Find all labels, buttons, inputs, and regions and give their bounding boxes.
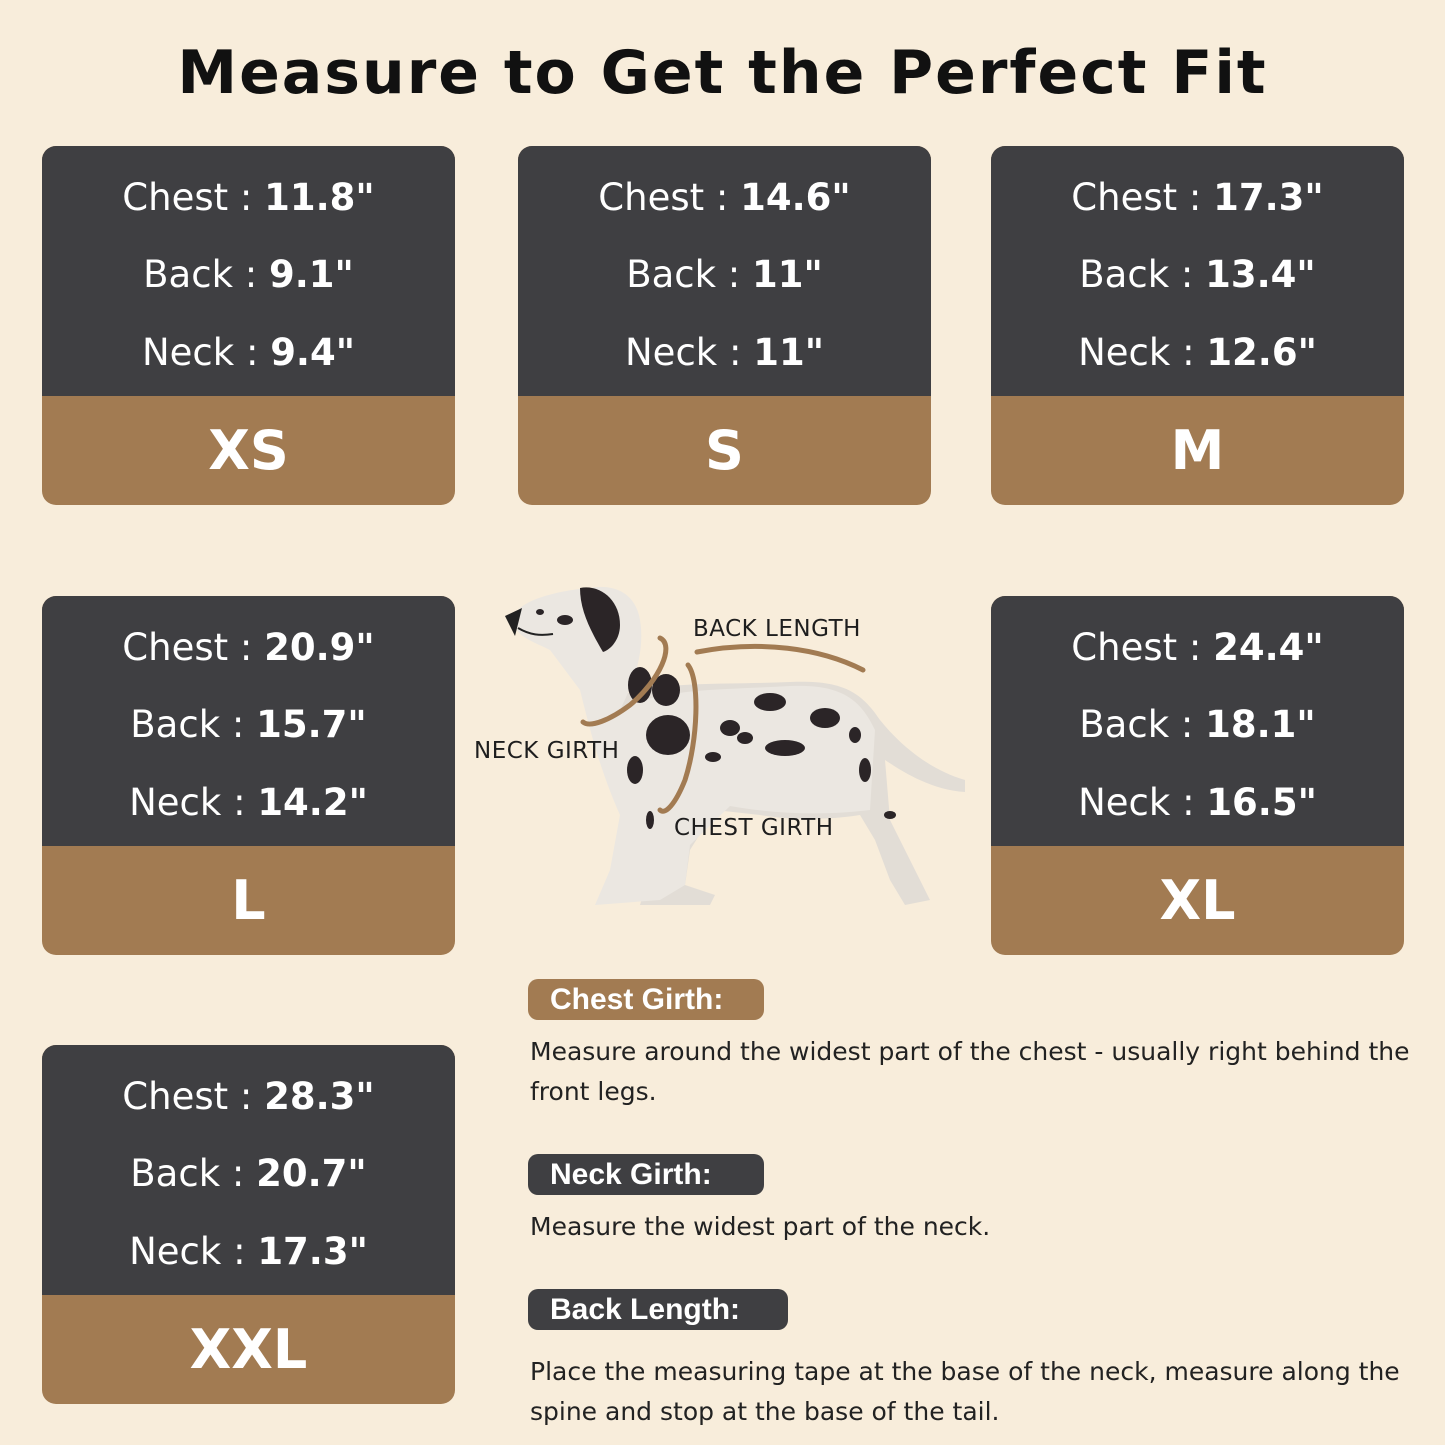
size-label: M bbox=[1170, 419, 1225, 482]
neck-label: Neck : bbox=[1078, 331, 1207, 374]
chest-measurement: Chest : 17.3" bbox=[991, 176, 1404, 219]
neck-label: Neck : bbox=[141, 331, 271, 374]
neck-girth-label: NECK GIRTH bbox=[474, 738, 620, 764]
back-label: Back : bbox=[130, 703, 257, 746]
measurements-panel: Chest : 20.9" Back : 15.7" Neck : 14.2" bbox=[42, 596, 455, 846]
size-card-xxl: Chest : 28.3" Back : 20.7" Neck : 17.3" XX… bbox=[42, 1045, 455, 1404]
size-label: XS bbox=[208, 419, 289, 482]
chest-girth-label: CHEST GIRTH bbox=[674, 815, 834, 841]
size-card-xs: Chest : 11.8" Back : 9.1" Neck : 9.4" XS bbox=[42, 146, 455, 505]
chest-value: 20.9" bbox=[264, 626, 375, 669]
back-length-description: Place the measuring tape at the base of … bbox=[530, 1357, 1400, 1426]
chest-measurement: Chest : 28.3" bbox=[42, 1075, 455, 1118]
size-label: L bbox=[231, 869, 266, 932]
size-card-m: Chest : 17.3" Back : 13.4" Neck : 12.6" M bbox=[991, 146, 1404, 505]
back-label: Back : bbox=[1079, 703, 1206, 746]
neck-label: Neck : bbox=[625, 331, 754, 374]
chest-label: Chest : bbox=[122, 1075, 265, 1118]
back-measurement: Back : 18.1" bbox=[991, 703, 1404, 746]
back-measurement: Back : 15.7" bbox=[42, 703, 455, 746]
back-value: 20.7" bbox=[256, 1152, 367, 1195]
back-measurement: Back : 11" bbox=[518, 253, 931, 296]
size-card-xl: Chest : 24.4" Back : 18.1" Neck : 16.5" XL bbox=[991, 596, 1404, 955]
chest-measurement: Chest : 11.8" bbox=[42, 176, 455, 219]
neck-value: 9.4" bbox=[270, 331, 356, 374]
measurements-panel: Chest : 14.6" Back : 11" Neck : 11" bbox=[518, 146, 931, 396]
back-measurement: Back : 20.7" bbox=[42, 1152, 455, 1195]
neck-label: Neck : bbox=[1078, 781, 1207, 824]
back-measurement: Back : 9.1" bbox=[42, 253, 455, 296]
back-value: 11" bbox=[752, 253, 823, 296]
back-value: 9.1" bbox=[269, 253, 354, 296]
chest-value: 11.8" bbox=[264, 176, 375, 219]
back-measurement: Back : 13.4" bbox=[991, 253, 1404, 296]
neck-measurement: Neck : 17.3" bbox=[42, 1230, 455, 1273]
measurements-panel: Chest : 17.3" Back : 13.4" Neck : 12.6" bbox=[991, 146, 1404, 396]
back-label: Back : bbox=[130, 1152, 257, 1195]
neck-value: 17.3" bbox=[257, 1230, 368, 1273]
neck-value: 14.2" bbox=[257, 781, 368, 824]
neck-value: 11" bbox=[753, 331, 824, 374]
chest-value: 17.3" bbox=[1213, 176, 1324, 219]
neck-measurement: Neck : 11" bbox=[518, 331, 931, 374]
neck-girth-description: Measure the widest part of the neck. bbox=[530, 1212, 991, 1241]
neck-label: Neck : bbox=[129, 781, 258, 824]
size-card-s: Chest : 14.6" Back : 11" Neck : 11" S bbox=[518, 146, 931, 505]
back-value: 18.1" bbox=[1205, 703, 1316, 746]
neck-measurement: Neck : 9.4" bbox=[42, 331, 455, 374]
neck-value: 16.5" bbox=[1206, 781, 1317, 824]
dalmatian-illustration bbox=[505, 586, 965, 905]
neck-measurement: Neck : 16.5" bbox=[991, 781, 1404, 824]
dog-measurement-diagram: BACK LENGTH NECK GIRTH CHEST GIRTH bbox=[460, 570, 990, 930]
measurements-panel: Chest : 28.3" Back : 20.7" Neck : 17.3" bbox=[42, 1045, 455, 1295]
neck-girth-heading: Neck Girth: bbox=[528, 1154, 764, 1195]
neck-measurement: Neck : 14.2" bbox=[42, 781, 455, 824]
chest-girth-description: Measure around the widest part of the ch… bbox=[530, 1037, 1410, 1106]
chest-measurement: Chest : 14.6" bbox=[518, 176, 931, 219]
size-label: S bbox=[705, 419, 744, 482]
neck-value: 12.6" bbox=[1206, 331, 1317, 374]
chest-girth-heading: Chest Girth: bbox=[528, 979, 764, 1020]
back-label: Back : bbox=[626, 253, 753, 296]
size-card-l: Chest : 20.9" Back : 15.7" Neck : 14.2" L bbox=[42, 596, 455, 955]
measurements-panel: Chest : 24.4" Back : 18.1" Neck : 16.5" bbox=[991, 596, 1404, 846]
back-length-label: BACK LENGTH bbox=[693, 616, 861, 642]
size-label: XL bbox=[1159, 869, 1236, 932]
neck-measurement: Neck : 12.6" bbox=[991, 331, 1404, 374]
chest-value: 24.4" bbox=[1213, 626, 1324, 669]
chest-value: 14.6" bbox=[740, 176, 851, 219]
back-label: Back : bbox=[1079, 253, 1206, 296]
back-length-heading: Back Length: bbox=[528, 1289, 788, 1330]
chest-measurement: Chest : 24.4" bbox=[991, 626, 1404, 669]
chest-label: Chest : bbox=[122, 176, 265, 219]
size-label: XXL bbox=[189, 1318, 308, 1381]
measurements-panel: Chest : 11.8" Back : 9.1" Neck : 9.4" bbox=[42, 146, 455, 396]
chest-measurement: Chest : 20.9" bbox=[42, 626, 455, 669]
chest-label: Chest : bbox=[122, 626, 265, 669]
page-title: Measure to Get the Perfect Fit bbox=[177, 38, 1268, 108]
chest-label: Chest : bbox=[1071, 176, 1214, 219]
chest-value: 28.3" bbox=[264, 1075, 375, 1118]
neck-label: Neck : bbox=[129, 1230, 258, 1273]
chest-label: Chest : bbox=[1071, 626, 1214, 669]
back-value: 15.7" bbox=[256, 703, 367, 746]
back-value: 13.4" bbox=[1205, 253, 1316, 296]
chest-label: Chest : bbox=[598, 176, 741, 219]
back-label: Back : bbox=[143, 253, 269, 296]
